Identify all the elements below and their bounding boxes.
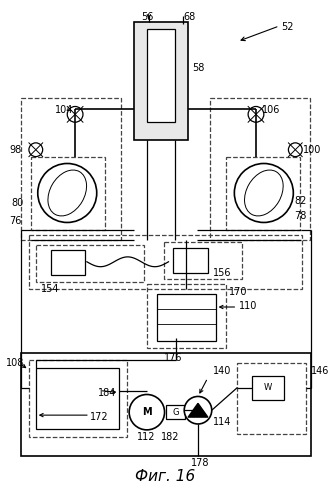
Bar <box>210 98 310 240</box>
Bar <box>29 235 302 289</box>
Text: M: M <box>142 407 152 417</box>
Text: 98: 98 <box>9 145 21 155</box>
Circle shape <box>234 164 293 223</box>
Bar <box>21 98 121 240</box>
Text: W: W <box>264 383 272 392</box>
Bar <box>31 157 105 231</box>
Text: 156: 156 <box>213 267 231 277</box>
Bar <box>21 353 311 457</box>
Bar <box>252 376 284 400</box>
Bar <box>147 284 225 348</box>
Text: 172: 172 <box>90 412 109 422</box>
Text: 182: 182 <box>161 432 179 442</box>
Text: 140: 140 <box>213 366 231 376</box>
Text: 108: 108 <box>6 358 25 368</box>
Text: 106: 106 <box>262 105 280 115</box>
Bar <box>134 22 188 140</box>
Text: 170: 170 <box>229 287 248 297</box>
Circle shape <box>67 106 83 122</box>
Text: Фиг. 16: Фиг. 16 <box>135 469 196 484</box>
Bar <box>50 250 85 274</box>
Circle shape <box>38 164 97 223</box>
Text: 110: 110 <box>239 301 258 311</box>
Text: G: G <box>172 408 179 417</box>
Bar <box>237 363 306 434</box>
Text: 80: 80 <box>11 198 23 208</box>
Text: 76: 76 <box>9 216 22 226</box>
Text: 78: 78 <box>294 211 307 221</box>
Text: 56: 56 <box>141 12 153 22</box>
Text: 154: 154 <box>41 284 59 294</box>
Text: 100: 100 <box>303 145 322 155</box>
Text: 68: 68 <box>183 12 195 22</box>
Bar <box>226 157 300 231</box>
Bar <box>157 294 216 341</box>
Polygon shape <box>188 403 208 417</box>
Text: 104: 104 <box>55 105 74 115</box>
Text: 58: 58 <box>192 63 204 73</box>
Bar <box>29 360 127 437</box>
Text: 146: 146 <box>311 366 329 376</box>
Circle shape <box>289 143 302 157</box>
Bar <box>173 248 208 272</box>
Circle shape <box>29 143 43 157</box>
Text: 176: 176 <box>164 353 182 363</box>
Bar <box>147 29 175 122</box>
Text: 114: 114 <box>213 417 231 427</box>
Text: 52: 52 <box>282 22 294 32</box>
Text: 178: 178 <box>191 459 210 469</box>
Circle shape <box>129 395 165 430</box>
Bar <box>36 245 144 282</box>
Circle shape <box>184 396 212 424</box>
Text: 82: 82 <box>294 196 307 206</box>
Text: 112: 112 <box>137 432 156 442</box>
Bar <box>36 368 119 429</box>
Bar <box>166 405 185 419</box>
Circle shape <box>248 106 264 122</box>
Text: 184: 184 <box>98 388 116 398</box>
Bar <box>164 242 242 279</box>
